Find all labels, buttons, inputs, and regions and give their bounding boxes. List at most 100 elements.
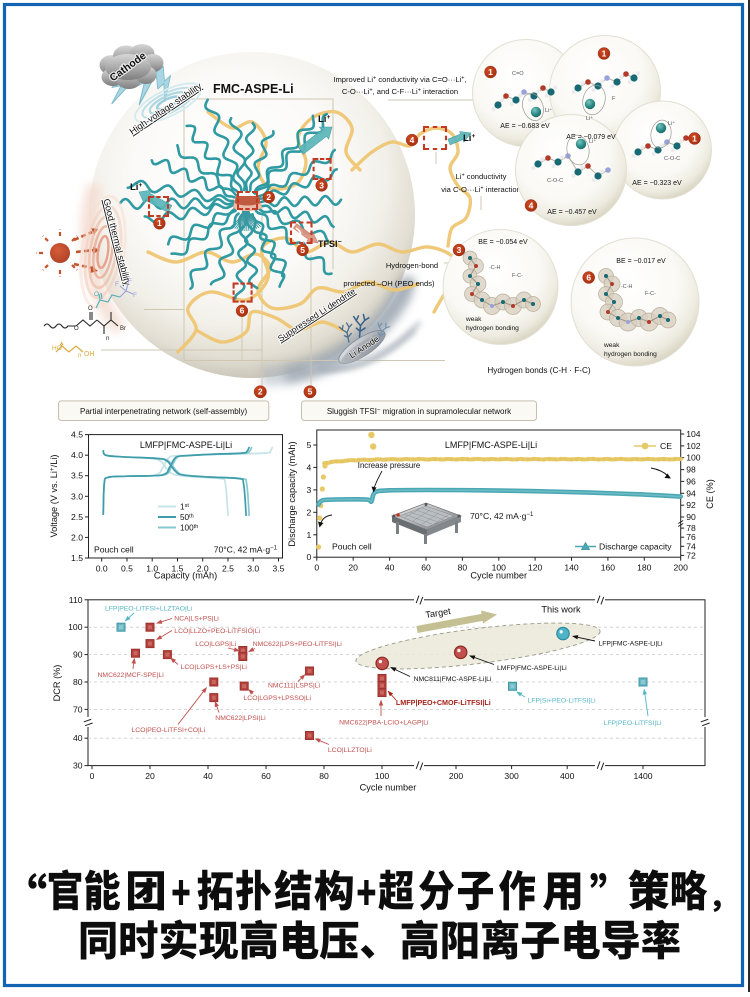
- svg-text:weak: weak: [603, 342, 620, 349]
- svg-text:80: 80: [73, 677, 83, 687]
- svg-text:NMC622|LPS+PEO-LiTFSI|Li: NMC622|LPS+PEO-LiTFSI|Li: [253, 641, 343, 648]
- svg-text:BE = −0.054 eV: BE = −0.054 eV: [478, 239, 528, 246]
- svg-text:4: 4: [307, 462, 312, 472]
- svg-text:2.0: 2.0: [71, 532, 83, 542]
- svg-text:TFSI−: TFSI−: [318, 239, 342, 249]
- svg-text:60: 60: [421, 563, 431, 573]
- svg-text:LCO|LGPS|Li: LCO|LGPS|Li: [195, 641, 236, 648]
- svg-text:NMC622|MCF-SPE|Li: NMC622|MCF-SPE|Li: [98, 672, 165, 679]
- svg-text:2: 2: [258, 387, 263, 397]
- svg-text:110: 110: [69, 595, 83, 605]
- svg-text:1: 1: [157, 218, 162, 228]
- svg-text:Target: Target: [425, 606, 452, 620]
- svg-text:F: F: [128, 278, 132, 285]
- svg-text:F-C-: F-C-: [645, 291, 656, 297]
- svg-text:Voltage (V vs. Li+/Li): Voltage (V vs. Li+/Li): [49, 455, 59, 538]
- svg-text:3.5: 3.5: [71, 471, 83, 481]
- svg-text:CE: CE: [660, 441, 672, 451]
- svg-text:1.0: 1.0: [146, 564, 158, 574]
- svg-text:1.5: 1.5: [172, 564, 184, 574]
- svg-text:Pouch cell: Pouch cell: [94, 545, 134, 555]
- svg-text:0: 0: [90, 771, 95, 781]
- svg-text:40: 40: [73, 733, 83, 743]
- svg-text:Li+: Li+: [463, 133, 475, 144]
- svg-text:1400: 1400: [633, 771, 652, 781]
- svg-text:O: O: [88, 306, 93, 312]
- svg-text:92: 92: [686, 500, 696, 510]
- svg-text:70°C, 42 mA·g−1: 70°C, 42 mA·g−1: [214, 545, 278, 555]
- svg-text:Li+: Li+: [318, 114, 330, 125]
- svg-text:Li+ conductivity: Li+ conductivity: [456, 172, 507, 181]
- svg-text:Li⁺: Li⁺: [545, 107, 552, 114]
- svg-text:NMC622|LPSI|Li: NMC622|LPSI|Li: [215, 715, 266, 722]
- svg-text:2: 2: [266, 192, 271, 202]
- svg-text:F: F: [115, 281, 119, 288]
- svg-text:104: 104: [686, 429, 701, 439]
- svg-text:LFP|Si+PEO-LiTFSI|Li: LFP|Si+PEO-LiTFSI|Li: [528, 698, 596, 705]
- svg-text:1: 1: [602, 48, 607, 58]
- svg-text:C=O: C=O: [512, 71, 524, 77]
- svg-text:30: 30: [73, 761, 83, 771]
- svg-text:400: 400: [560, 771, 575, 781]
- svg-text:LCO|LLZTO|Li: LCO|LLZTO|Li: [328, 747, 372, 754]
- svg-text:94: 94: [686, 488, 696, 498]
- svg-text:100: 100: [68, 622, 83, 632]
- svg-text:120: 120: [528, 563, 543, 573]
- svg-text:60: 60: [261, 771, 271, 781]
- svg-text:3.5: 3.5: [273, 564, 285, 574]
- svg-text:80: 80: [458, 563, 468, 573]
- svg-text:n: n: [78, 353, 81, 359]
- svg-text:Discharge capacity (mAh): Discharge capacity (mAh): [287, 441, 297, 546]
- svg-text:5: 5: [308, 387, 313, 397]
- svg-text:LMFP|FMC-ASPE-Li|Li: LMFP|FMC-ASPE-Li|Li: [140, 440, 232, 450]
- svg-text:6: 6: [240, 306, 245, 316]
- svg-text:100: 100: [492, 563, 507, 573]
- svg-text:20: 20: [348, 563, 358, 573]
- svg-text:1: 1: [307, 530, 312, 540]
- svg-text:4.0: 4.0: [71, 450, 83, 460]
- svg-text:Li⁺: Li⁺: [668, 120, 675, 127]
- svg-text:LMFP|FMC-ASPE-Li|Li: LMFP|FMC-ASPE-Li|Li: [445, 440, 537, 450]
- svg-text:200: 200: [449, 771, 464, 781]
- svg-text:180: 180: [637, 563, 652, 573]
- svg-text:Li⁺: Li⁺: [586, 115, 593, 122]
- svg-text:100: 100: [686, 453, 701, 463]
- svg-text:protected –OH (PEO ends): protected –OH (PEO ends): [343, 279, 435, 288]
- svg-text:2.5: 2.5: [222, 564, 234, 574]
- svg-text:70°C, 42 mA·g−1: 70°C, 42 mA·g−1: [470, 511, 534, 521]
- svg-text:78: 78: [686, 523, 696, 533]
- svg-text:via C-O···Li+ interaction: via C-O···Li+ interaction: [441, 185, 521, 194]
- svg-text:Partial interpenetrating netwo: Partial interpenetrating network (self-a…: [80, 407, 248, 416]
- svg-text:hydrogen bonding: hydrogen bonding: [604, 351, 657, 358]
- svg-text:3: 3: [457, 245, 462, 255]
- svg-text:3.0: 3.0: [247, 564, 259, 574]
- svg-text:2: 2: [307, 507, 312, 517]
- svg-text:40: 40: [385, 563, 395, 573]
- svg-text:4: 4: [529, 200, 534, 210]
- svg-text:0.0: 0.0: [96, 564, 108, 574]
- svg-text:1: 1: [692, 133, 697, 143]
- svg-text:3: 3: [307, 485, 312, 495]
- svg-text:76: 76: [686, 532, 696, 542]
- svg-text:hydrogen bonding: hydrogen bonding: [466, 325, 519, 332]
- svg-text:4.5: 4.5: [71, 430, 83, 440]
- svg-text:F: F: [133, 292, 137, 299]
- svg-text:LCO|LGPS+LPSSO|Li: LCO|LGPS+LPSSO|Li: [244, 695, 312, 702]
- svg-text:LMFP|FMC-ASPE-Li|Li: LMFP|FMC-ASPE-Li|Li: [497, 665, 567, 672]
- svg-text:FMC-ASPE-Li: FMC-ASPE-Li: [213, 82, 294, 96]
- svg-text:90: 90: [73, 650, 83, 660]
- svg-text:5: 5: [300, 245, 305, 255]
- svg-text:C-O···Li+, and C-F···Li+ inter: C-O···Li+, and C-F···Li+ interaction: [342, 87, 458, 96]
- svg-text:Cycle number: Cycle number: [470, 571, 527, 581]
- svg-text:Improved Li+ conductivity via: Improved Li+ conductivity via C=O···Li+,: [333, 75, 466, 84]
- svg-text:100th: 100th: [180, 524, 198, 533]
- svg-text:Li⁺: Li⁺: [589, 138, 596, 145]
- svg-text:100: 100: [375, 771, 390, 781]
- svg-text:-C-H: -C-H: [489, 265, 500, 271]
- svg-text:300: 300: [504, 771, 519, 781]
- svg-text:CE (%): CE (%): [705, 479, 715, 509]
- svg-text:OH: OH: [84, 351, 95, 358]
- svg-text:BE = −0.017 eV: BE = −0.017 eV: [616, 258, 666, 265]
- svg-text:O: O: [94, 291, 99, 298]
- svg-text:102: 102: [686, 441, 701, 451]
